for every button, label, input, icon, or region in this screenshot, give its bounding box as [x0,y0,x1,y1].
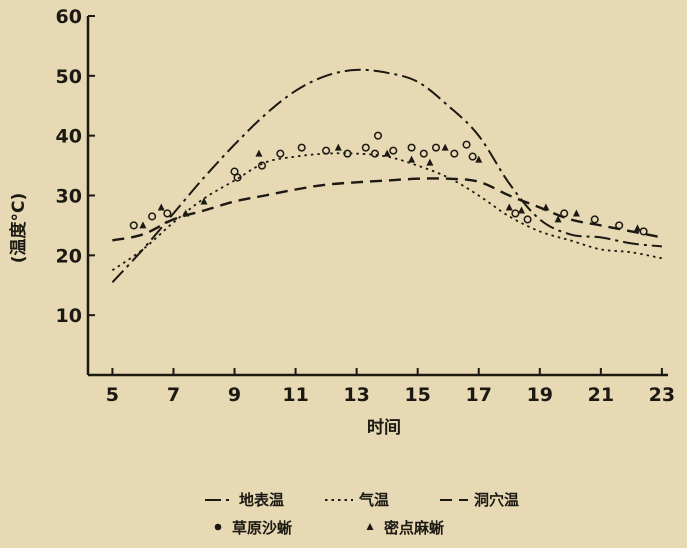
scatter-point-circle [389,146,398,155]
scatter-point-circle [511,209,520,218]
legend-marker-triangle [366,523,374,530]
legend-label: 气温 [358,491,389,509]
scatter-point-circle [276,149,285,158]
scatter-point-circle [322,146,331,155]
legend-label: 洞穴温 [474,491,519,509]
scatter-point-triangle [182,209,190,217]
scatter-point-circle [373,131,383,140]
scatter-point-triangle [572,209,580,217]
x-tick-label: 21 [588,384,614,406]
scatter-point-circle [523,215,532,224]
scatter-point-triangle [554,215,562,223]
x-axis-title: 时间 [367,417,401,438]
x-tick-label: 7 [167,384,180,406]
scatter-point-circle [361,143,370,152]
scatter-point-triangle [334,143,342,151]
scatter-point-circle [639,227,648,236]
scatter-point-triangle [517,206,525,214]
legend-label: 草原沙蜥 [232,519,292,537]
scatter-point-circle [431,143,441,152]
scatter-point-circle [370,149,379,158]
scatter-point-circle [590,215,599,224]
scatter-point-circle [407,143,416,152]
legend-marker-circle [214,523,222,531]
scatter-point-triangle [139,221,147,229]
scatter-point-circle [257,161,267,170]
y-tick-label: 60 [56,6,82,28]
x-tick-label: 15 [404,384,430,406]
scatter-point-circle [615,221,624,230]
y-axis-title: (温度°C) [8,193,29,264]
scatter-point-triangle [408,155,416,163]
x-tick-label: 17 [466,384,492,406]
y-tick-label: 50 [56,66,82,88]
scatter-point-triangle [441,143,449,151]
scatter-point-triangle [200,197,208,205]
y-tick-label: 10 [56,305,82,327]
scatter-point-circle [163,209,172,218]
scatter-point-triangle [633,224,641,232]
scatter-point-triangle [255,149,263,157]
scatter-point-triangle [475,155,483,163]
scatter-point-circle [450,149,459,158]
scatter-point-circle [419,149,428,158]
y-tick-label: 40 [56,126,82,148]
scatter-point-circle [148,212,157,221]
x-tick-label: 19 [527,384,553,406]
scatter-point-triangle [157,203,165,211]
x-tick-label: 11 [282,384,308,406]
scatter-point-triangle [426,158,434,166]
scatter-point-circle [468,152,477,161]
scatter-point-circle [560,209,569,218]
legend-label: 密点麻蜥 [384,519,444,537]
x-tick-label: 13 [343,384,369,406]
scatter-point-triangle [542,203,550,211]
legend-label: 地表温 [239,491,284,509]
x-tick-label: 23 [649,384,675,406]
x-tick-label: 9 [228,384,241,406]
scatter-point-circle [462,140,471,149]
scatter-point-circle [343,149,352,158]
x-tick-label: 5 [106,384,119,406]
series-line-2 [112,177,663,242]
scatter-point-circle [230,167,239,176]
scatter-point-circle [129,221,138,230]
scatter-point-triangle [505,203,513,211]
y-tick-label: 20 [56,245,82,267]
y-tick-label: 30 [56,186,82,208]
series-line-0 [111,68,662,283]
scatter-point-triangle [383,149,391,157]
scatter-point-circle [233,173,242,182]
scatter-point-circle [297,143,306,152]
